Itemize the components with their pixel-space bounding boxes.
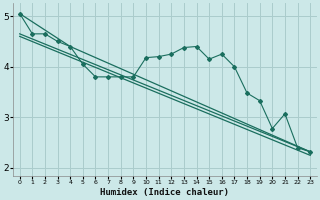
X-axis label: Humidex (Indice chaleur): Humidex (Indice chaleur) [100, 188, 229, 197]
